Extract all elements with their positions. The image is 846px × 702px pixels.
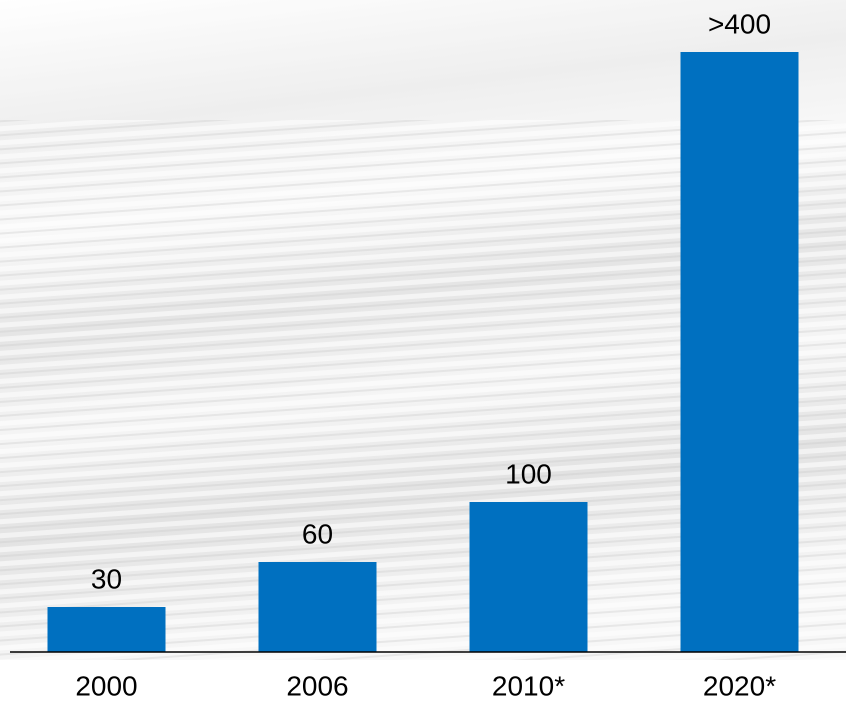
value-label: 100 <box>505 458 552 489</box>
value-label: 30 <box>91 563 122 594</box>
value-label: >400 <box>708 8 771 39</box>
x-tick-label: 2006 <box>286 670 348 701</box>
bar <box>469 502 588 652</box>
bar <box>47 607 166 652</box>
x-tick-label: 2020* <box>703 670 776 701</box>
bar <box>258 562 377 652</box>
x-tick-label: 2010* <box>492 670 565 701</box>
value-label: 60 <box>302 518 333 549</box>
x-tick-label: 2000 <box>75 670 137 701</box>
bar <box>680 52 799 652</box>
